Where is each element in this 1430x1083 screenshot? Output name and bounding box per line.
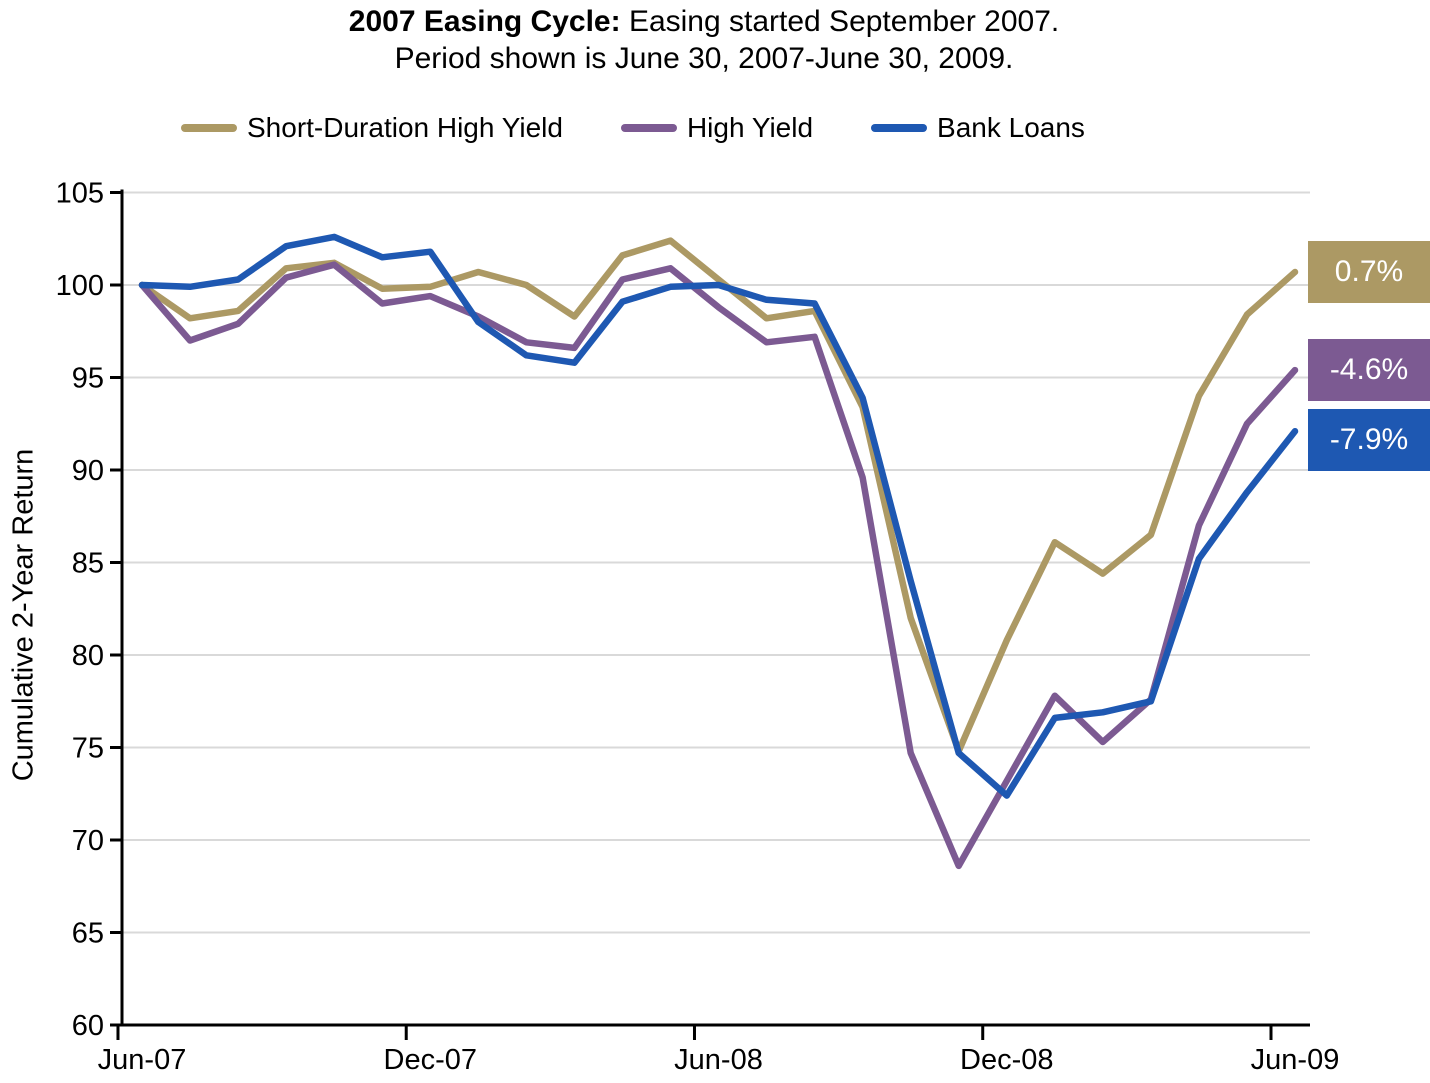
legend: Short-Duration High Yield High Yield Ban… — [181, 112, 1085, 144]
end-label-value: -4.6% — [1329, 353, 1409, 387]
y-tick-label: 75 — [72, 733, 104, 765]
series-line-high-yield — [138, 261, 1299, 870]
y-tick-label: 65 — [72, 918, 104, 950]
y-tick-label: 90 — [72, 455, 104, 487]
end-label-chip: 0.7% — [1308, 241, 1430, 304]
legend-item-high-yield: High Yield — [620, 112, 814, 144]
x-tick-label: Jun-09 — [1251, 1044, 1340, 1076]
x-tick-label: Dec-08 — [960, 1044, 1054, 1076]
y-tick-label: 80 — [72, 640, 104, 672]
end-label-chip: -7.9% — [1308, 409, 1430, 472]
chart-title-rest: Easing started September 2007. — [620, 5, 1060, 38]
legend-swatch-icon — [181, 124, 237, 132]
chart-title-line1: 2007 Easing Cycle: Easing started Septem… — [0, 3, 1408, 40]
legend-label: Short-Duration High Yield — [247, 112, 563, 143]
y-tick-label: 85 — [72, 548, 104, 580]
chart-title: 2007 Easing Cycle: Easing started Septem… — [0, 3, 1408, 77]
legend-swatch-icon — [620, 124, 677, 132]
chart-title-lead: 2007 Easing Cycle: — [348, 5, 621, 38]
legend-item-short-duration-high-yield: Short-Duration High Yield — [181, 112, 563, 144]
end-label-value: -7.9% — [1329, 423, 1409, 457]
chart-title-line2: Period shown is June 30, 2007-June 30, 2… — [394, 42, 1014, 75]
legend-label: High Yield — [686, 112, 814, 143]
y-tick-label: 100 — [56, 270, 104, 302]
y-tick-label: 105 — [56, 178, 104, 210]
end-label-value: 0.7% — [1334, 255, 1404, 289]
series-line-short-duration-high-yield — [138, 237, 1299, 755]
y-tick-label: 95 — [72, 363, 104, 395]
end-label-chip: -4.6% — [1308, 339, 1430, 402]
x-tick-label: Dec-07 — [384, 1044, 478, 1076]
y-tick-label: 70 — [72, 825, 104, 857]
x-tick-label: Jun-07 — [98, 1044, 187, 1076]
x-tick-label: Jun-08 — [674, 1044, 763, 1076]
legend-label: Bank Loans — [937, 112, 1085, 143]
legend-item-bank-loans: Bank Loans — [871, 112, 1085, 144]
y-tick-label: 60 — [72, 1010, 104, 1042]
legend-swatch-icon — [871, 124, 928, 132]
series-line-bank-loans — [138, 233, 1299, 799]
